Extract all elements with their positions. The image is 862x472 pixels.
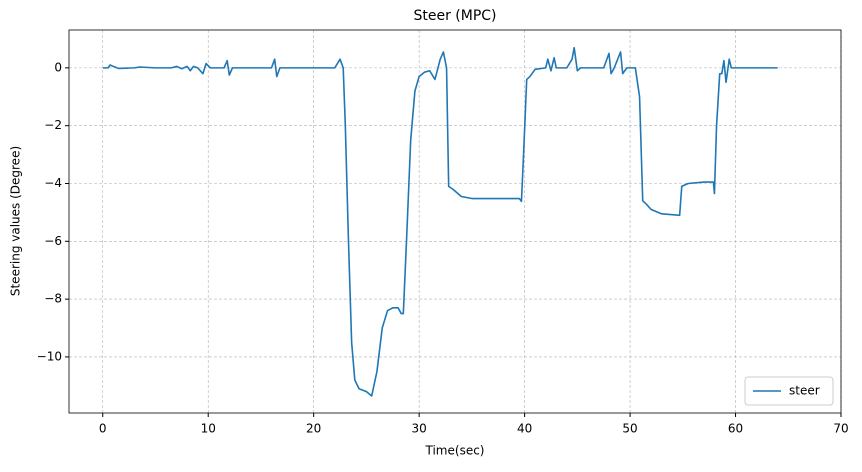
y-tick-label: −8 [44, 292, 62, 306]
y-tick-label: 0 [54, 60, 62, 74]
y-tick-label: −10 [37, 349, 62, 363]
x-tick-label: 30 [412, 422, 427, 436]
x-tick-label: 70 [833, 422, 848, 436]
y-axis-label: Steering values (Degree) [9, 146, 23, 296]
plot-frame [68, 29, 842, 414]
legend-box [744, 376, 834, 406]
x-tick-label: 40 [517, 422, 532, 436]
y-tick-label: −4 [44, 176, 62, 190]
chart-title: Steer (MPC) [413, 8, 496, 24]
x-tick-label: 0 [99, 422, 107, 436]
x-tick-label: 50 [622, 422, 637, 436]
y-tick-label: −2 [44, 118, 62, 132]
legend-label: steer [789, 384, 820, 398]
x-tick-label: 60 [728, 422, 743, 436]
x-tick-label: 10 [201, 422, 216, 436]
x-axis-label: Time(sec) [425, 444, 485, 458]
line [102, 46, 778, 397]
x-tick-label: 20 [306, 422, 321, 436]
y-tick-label: −6 [44, 234, 62, 248]
